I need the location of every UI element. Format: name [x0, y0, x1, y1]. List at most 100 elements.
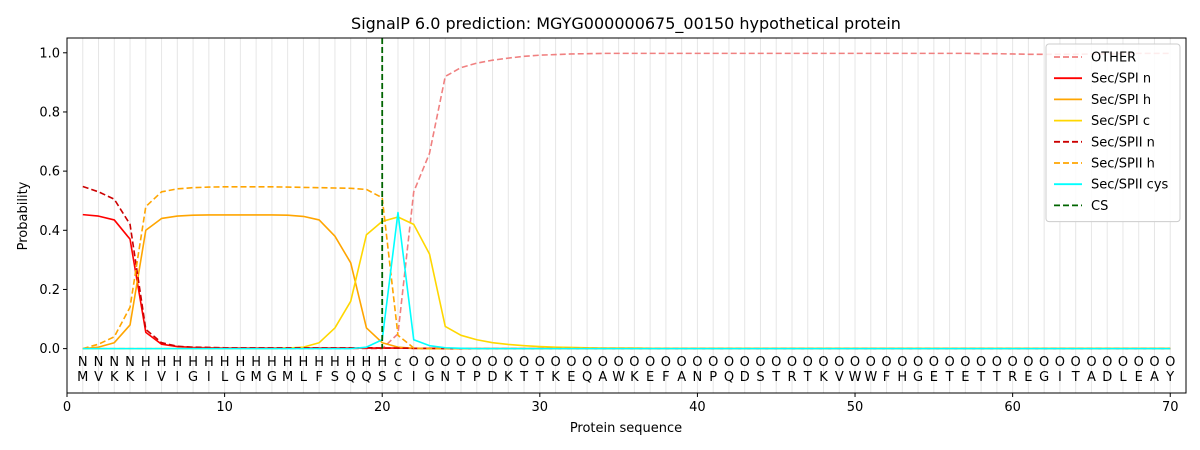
- sequence-residue: P: [473, 370, 481, 385]
- sequence-residue: F: [315, 370, 322, 385]
- region-label: O: [960, 355, 970, 370]
- region-label: O: [598, 355, 608, 370]
- region-label: H: [141, 355, 151, 370]
- region-label: O: [503, 355, 513, 370]
- legend: OTHER Sec/SPI n Sec/SPI h Sec/SPI c Sec/SPII…: [1045, 43, 1181, 223]
- legend-entry: Sec/SPII h: [1091, 157, 1155, 172]
- sequence-residue: S: [756, 370, 764, 385]
- region-label: O: [866, 355, 876, 370]
- region-label: O: [472, 355, 482, 370]
- sequence-residue: E: [646, 370, 654, 385]
- region-label: O: [913, 355, 923, 370]
- region-label: O: [456, 355, 466, 370]
- region-label: N: [78, 355, 88, 370]
- x-tick-label: 30: [532, 400, 549, 415]
- region-label: H: [157, 355, 167, 370]
- region-label: O: [1055, 355, 1065, 370]
- region-label: O: [976, 355, 986, 370]
- sequence-residue: P: [709, 370, 717, 385]
- region-label: O: [535, 355, 545, 370]
- sequence-residue: T: [1071, 370, 1080, 385]
- region-label: O: [692, 355, 702, 370]
- sequence-residue: I: [144, 370, 148, 385]
- region-label: H: [299, 355, 309, 370]
- region-label: O: [992, 355, 1002, 370]
- sequence-residue: W: [864, 370, 877, 385]
- sequence-residue: F: [883, 370, 890, 385]
- region-label: H: [188, 355, 198, 370]
- region-label: H: [346, 355, 356, 370]
- region-label: O: [1039, 355, 1049, 370]
- sequence-residue: S: [331, 370, 339, 385]
- region-label: O: [740, 355, 750, 370]
- region-label: O: [519, 355, 529, 370]
- region-label: O: [1008, 355, 1018, 370]
- region-label: N: [109, 355, 119, 370]
- y-tick-label: 0.4: [39, 224, 60, 239]
- region-label: O: [787, 355, 797, 370]
- region-label: H: [283, 355, 293, 370]
- legend-entry: Sec/SPI h: [1091, 93, 1151, 108]
- y-tick-label: 0.8: [39, 105, 60, 120]
- region-label: O: [1071, 355, 1081, 370]
- sequence-residue: Q: [582, 370, 592, 385]
- region-label: O: [1086, 355, 1096, 370]
- legend-entry: Sec/SPII n: [1091, 135, 1155, 150]
- sequence-residue: K: [630, 370, 639, 385]
- sequence-residue: T: [519, 370, 528, 385]
- sequence-residue: T: [945, 370, 954, 385]
- region-label: O: [424, 355, 434, 370]
- sequence-residue: S: [378, 370, 386, 385]
- sequence-residue: G: [188, 370, 198, 385]
- legend-entry: OTHER: [1091, 51, 1136, 66]
- sequence-residue: G: [1039, 370, 1049, 385]
- sequence-residue: K: [504, 370, 513, 385]
- region-label: H: [330, 355, 340, 370]
- sequence-residue: V: [94, 370, 103, 385]
- region-label: N: [94, 355, 104, 370]
- sequence-residue: G: [913, 370, 923, 385]
- region-label: O: [929, 355, 939, 370]
- region-label: O: [566, 355, 576, 370]
- sequence-residue: Q: [724, 370, 734, 385]
- sequence-residue: Q: [346, 370, 356, 385]
- sequence-residue: E: [930, 370, 938, 385]
- region-label: H: [362, 355, 372, 370]
- region-label: O: [550, 355, 560, 370]
- sequence-residue: L: [1119, 370, 1127, 385]
- sequence-residue: L: [300, 370, 308, 385]
- region-label: H: [267, 355, 277, 370]
- region-label: O: [487, 355, 497, 370]
- region-label: O: [409, 355, 419, 370]
- region-label: H: [204, 355, 214, 370]
- region-label: O: [771, 355, 781, 370]
- sequence-residue: R: [1008, 370, 1017, 385]
- region-label: O: [1134, 355, 1144, 370]
- region-label: O: [834, 355, 844, 370]
- x-tick-label: 50: [847, 400, 864, 415]
- sequence-residue: T: [535, 370, 544, 385]
- sequence-residue: L: [221, 370, 229, 385]
- sequence-residue: V: [835, 370, 844, 385]
- sequence-residue: W: [612, 370, 625, 385]
- sequence-residue: E: [1135, 370, 1143, 385]
- y-tick-label: 0.2: [39, 283, 60, 298]
- region-label: O: [1149, 355, 1159, 370]
- sequence-residue: T: [771, 370, 780, 385]
- y-tick-label: 0.6: [39, 165, 60, 180]
- region-label: H: [235, 355, 245, 370]
- legend-entry: Sec/SPI n: [1091, 72, 1151, 87]
- legend-entry: CS: [1091, 199, 1108, 214]
- region-label: H: [377, 355, 387, 370]
- sequence-residue: G: [267, 370, 277, 385]
- x-tick-label: 40: [689, 400, 706, 415]
- sequence-residue: Y: [1165, 370, 1174, 385]
- region-label: O: [803, 355, 813, 370]
- region-label: O: [440, 355, 450, 370]
- region-label: H: [251, 355, 261, 370]
- x-axis-label: Protein sequence: [570, 421, 682, 436]
- region-label: O: [755, 355, 765, 370]
- sequence-residue: Q: [361, 370, 371, 385]
- region-label: O: [724, 355, 734, 370]
- region-label: O: [1023, 355, 1033, 370]
